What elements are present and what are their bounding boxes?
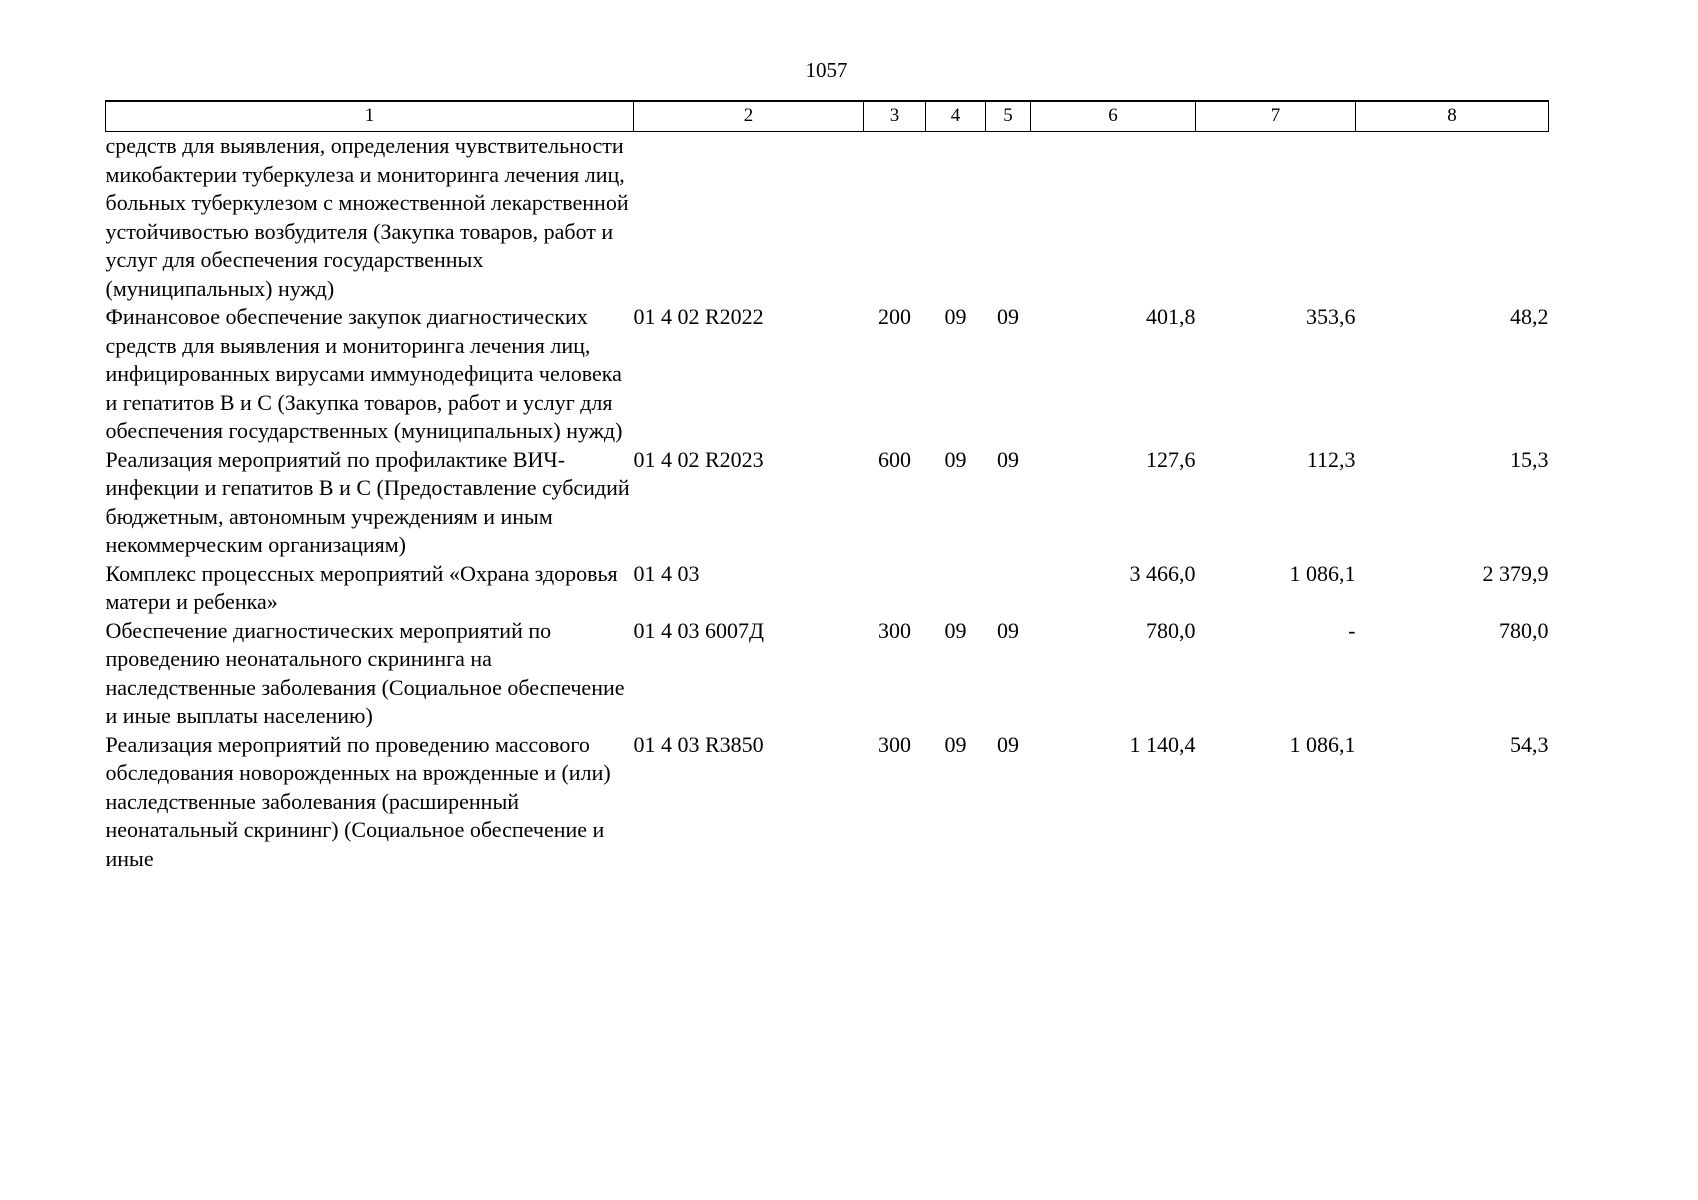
row-code-cell: 01 4 03 R3850: [633, 731, 764, 757]
row-name-cell: средств для выявления, определения чувст…: [105, 133, 629, 301]
row-col8-cell: 2 379,9: [1482, 560, 1549, 586]
row-col6-cell: 3 466,0: [1129, 560, 1196, 586]
row-col4-cell: [926, 560, 986, 617]
header-col-8: 8: [1355, 100, 1549, 132]
row-col4-cell: [926, 132, 986, 304]
row-col5-cell: 09: [997, 304, 1019, 329]
header-col-5: 5: [985, 100, 1031, 132]
row-col6-cell: 780,0: [1146, 617, 1196, 643]
row-code-cell: 01 4 02 R2022: [633, 304, 764, 329]
row-col8-cell: [1356, 132, 1549, 304]
row-col3-cell: 200: [878, 304, 911, 329]
row-name-cell: Комплекс процессных мероприятий «Охрана …: [105, 560, 618, 615]
row-col3-cell: [864, 560, 926, 617]
row-col5-cell: [986, 132, 1031, 304]
row-col4-cell: 09: [944, 617, 967, 643]
row-name-cell: Реализация мероприятий по профилактике В…: [105, 446, 630, 558]
row-col4-cell: 09: [944, 731, 967, 757]
row-col3-cell: [864, 132, 926, 304]
row-col7-cell: 1 086,1: [1289, 731, 1356, 757]
table-header-row: 1 2 3 4 5 6 7 8: [105, 100, 1549, 132]
row-col5-cell: 09: [997, 446, 1019, 472]
row-col5-cell: 09: [997, 617, 1019, 643]
row-col5-cell: 09: [997, 731, 1019, 757]
table-row: Реализация мероприятий по проведению мас…: [106, 731, 1549, 874]
row-col8-cell: 48,2: [1510, 304, 1549, 329]
row-code-cell: 01 4 03 6007Д: [633, 617, 765, 643]
header-col-7: 7: [1195, 100, 1356, 132]
table-row: Реализация мероприятий по профилактике В…: [106, 446, 1549, 560]
row-code-cell: 01 4 03: [633, 560, 700, 586]
row-col8-cell: 15,3: [1510, 446, 1549, 472]
row-col8-cell: 54,3: [1510, 731, 1549, 757]
row-col7-cell: [1196, 132, 1356, 304]
row-name-cell: Обеспечение диагностических мероприятий …: [105, 617, 625, 729]
row-col7-cell: 1 086,1: [1289, 560, 1356, 586]
row-col3-cell: 300: [878, 617, 911, 643]
row-col3-cell: 600: [878, 446, 911, 472]
header-col-1: 1: [105, 100, 634, 132]
row-col5-cell: [986, 560, 1031, 617]
budget-table: 1 2 3 4 5 6 7 8 средств для выявления, о…: [105, 100, 1549, 873]
row-col7-cell: 112,3: [1306, 446, 1356, 472]
page-number: 1057: [805, 58, 848, 82]
header-col-4: 4: [925, 100, 986, 132]
row-name-cell: Финансовое обеспечение закупок диагности…: [105, 304, 623, 443]
row-col4-cell: 09: [944, 304, 967, 329]
row-code-cell: 01 4 02 R2023: [633, 446, 764, 472]
header-col-2: 2: [633, 100, 864, 132]
row-code-cell: [634, 132, 864, 304]
row-col6-cell: 401,8: [1146, 304, 1196, 329]
row-col6-cell: [1031, 132, 1196, 304]
row-col6-cell: 127,6: [1146, 446, 1196, 472]
row-col8-cell: 780,0: [1499, 617, 1549, 643]
row-col7-cell: 353,6: [1306, 304, 1356, 329]
row-name-cell: Реализация мероприятий по проведению мас…: [105, 731, 611, 871]
header-col-6: 6: [1030, 100, 1196, 132]
row-col7-cell: -: [1348, 617, 1356, 643]
table-row: средств для выявления, определения чувст…: [106, 132, 1549, 304]
row-col4-cell: 09: [944, 446, 967, 472]
table-row: Комплекс процессных мероприятий «Охрана …: [106, 560, 1549, 617]
row-col6-cell: 1 140,4: [1129, 731, 1196, 757]
table-row: Обеспечение диагностических мероприятий …: [106, 617, 1549, 731]
table-row: Финансовое обеспечение закупок диагности…: [106, 303, 1549, 446]
header-col-3: 3: [863, 100, 926, 132]
row-col3-cell: 300: [878, 731, 911, 757]
